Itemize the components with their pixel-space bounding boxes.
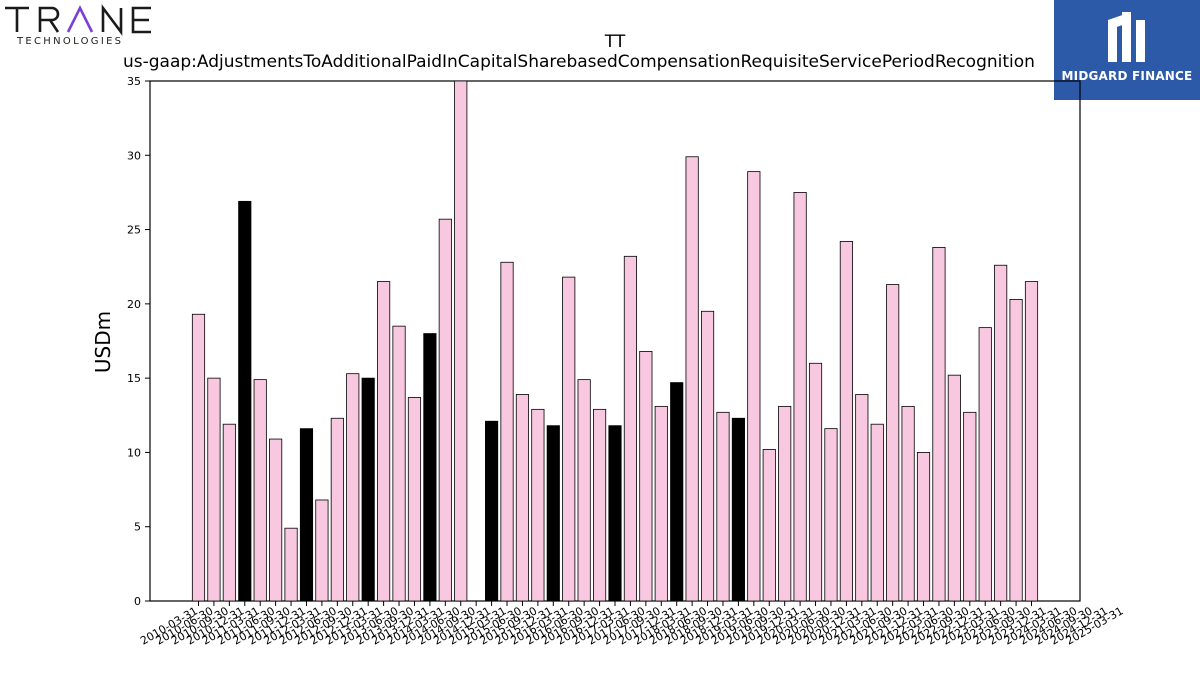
bar [407, 397, 422, 602]
bar [253, 379, 267, 602]
bar [762, 449, 776, 602]
bar [978, 327, 992, 602]
midgard-emblem-icon [1108, 12, 1145, 62]
bar [994, 264, 1008, 602]
bar [222, 423, 236, 602]
bar [1009, 298, 1023, 602]
bar [438, 218, 452, 602]
bar [546, 425, 560, 602]
bar [361, 377, 375, 602]
chart-subtitle: us-gaap:AdjustmentsToAdditionalPaidInCap… [123, 52, 1035, 72]
bar [839, 241, 853, 602]
bar [808, 362, 823, 602]
bar [639, 350, 653, 602]
trane-subtitle: TECHNOLOGIES [17, 36, 124, 47]
midgard-finance-logo: MIDGARD FINANCE [1054, 0, 1200, 100]
y-tick-label: 10 [127, 446, 141, 459]
bar [269, 438, 283, 602]
bar [901, 405, 915, 602]
y-tick-label: 30 [127, 149, 141, 162]
y-tick-label: 35 [127, 75, 141, 88]
bar [670, 382, 684, 602]
bar [932, 246, 946, 602]
bar [1024, 281, 1039, 602]
trane-logo: TECHNOLOGIES [0, 0, 160, 52]
bar [315, 499, 329, 602]
bar [500, 261, 514, 602]
bar [778, 405, 792, 602]
y-tick-label: 5 [134, 521, 141, 534]
bar [299, 428, 314, 602]
bar [855, 394, 869, 602]
bar [731, 417, 745, 602]
y-tick-label: 0 [134, 595, 141, 608]
midgard-finance-label: MIDGARD FINANCE [1061, 69, 1193, 83]
bar [654, 405, 668, 602]
bar [685, 156, 699, 602]
bar [485, 420, 499, 602]
bar [531, 408, 545, 602]
trane-wordmark-icon [5, 4, 151, 36]
bar [423, 333, 437, 602]
bar [963, 411, 977, 602]
bar [608, 425, 622, 602]
y-tick-label: 20 [127, 298, 141, 311]
bar [330, 417, 344, 602]
y-tick-label: 15 [127, 372, 141, 385]
bar [392, 325, 406, 602]
bar [886, 284, 900, 602]
bar [870, 423, 884, 602]
chart-title: TT [604, 32, 626, 52]
bar [577, 379, 591, 602]
bar [700, 310, 715, 602]
bar [623, 255, 637, 602]
bar [562, 276, 576, 602]
bar [716, 411, 730, 602]
bar [747, 171, 761, 602]
bar [191, 313, 206, 602]
bar [238, 200, 252, 602]
bar [207, 377, 221, 602]
bar [515, 394, 530, 602]
bar [593, 408, 607, 602]
bar [916, 452, 931, 602]
bar [346, 373, 360, 602]
bar [947, 374, 961, 602]
bar [824, 428, 838, 602]
bar [454, 80, 468, 602]
bar [793, 192, 807, 602]
bar [284, 527, 298, 602]
y-tick-label: 25 [127, 224, 141, 237]
bar [377, 281, 391, 602]
